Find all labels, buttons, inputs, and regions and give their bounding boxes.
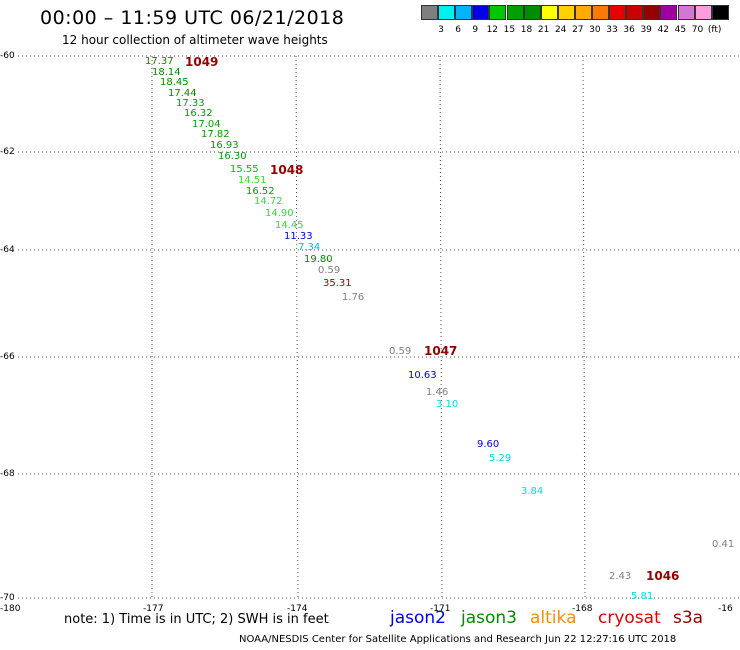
wave-height-value: 14.51 <box>238 175 267 186</box>
scale-swatch <box>489 5 507 20</box>
wave-height-value: 19.80 <box>304 254 333 265</box>
graticule <box>18 55 740 601</box>
wave-height-value: 5.81 <box>631 591 654 602</box>
wave-height-value: 15.55 <box>230 164 259 175</box>
wave-height-value: 5.29 <box>489 453 512 464</box>
wave-height-value: 0.59 <box>318 265 341 276</box>
wave-height-value: 16.93 <box>210 140 239 151</box>
wave-height-value: 3.84 <box>521 486 544 497</box>
pressure-value: 1047 <box>424 344 458 358</box>
scale-swatch <box>694 5 712 20</box>
scale-swatch <box>626 5 644 20</box>
scale-label: 12 <box>486 25 499 35</box>
grid-line <box>295 55 299 601</box>
scale-swatch <box>643 5 661 20</box>
wave-height-value: 16.32 <box>184 108 213 119</box>
scale-swatch <box>574 5 592 20</box>
wave-height-value: 17.33 <box>176 98 205 109</box>
wave-height-value: 3.10 <box>436 399 459 410</box>
wave-height-value: 10.63 <box>408 370 437 381</box>
scale-label: 39 <box>640 25 652 35</box>
wave-height-value: 11.33 <box>284 231 313 242</box>
scale-swatch <box>438 5 456 20</box>
wave-height-value: 9.60 <box>477 439 500 450</box>
legend-s3a: s3a <box>673 608 704 628</box>
scale-swatch <box>523 5 541 20</box>
footnote: note: 1) Time is in UTC; 2) SWH is in fe… <box>64 612 329 627</box>
wave-height-value: 35.31 <box>323 278 352 289</box>
longitude-label: -16 <box>718 604 733 614</box>
legend-jason2: jason2 <box>390 608 446 628</box>
scale-label: 3 <box>438 25 444 35</box>
scale-label: 42 <box>657 25 670 35</box>
latitude-label: -70 <box>0 593 15 603</box>
wave-height-value: 1.46 <box>426 387 449 398</box>
scale-swatch <box>660 5 678 20</box>
scale-swatch <box>677 5 695 20</box>
pressure-value: 1046 <box>646 569 680 583</box>
wave-height-value: 0.59 <box>389 346 412 357</box>
credit-line: NOAA/NESDIS Center for Satellite Applica… <box>239 634 677 645</box>
legend-altika: altika <box>530 608 577 628</box>
scale-label: 15 <box>503 25 516 35</box>
wave-height-value: 16.52 <box>246 186 275 197</box>
pressure-value: 1049 <box>185 55 219 69</box>
wave-height-value: 17.04 <box>192 119 221 130</box>
legend-cryosat: cryosat <box>598 608 661 628</box>
wave-height-value: 17.44 <box>168 88 197 99</box>
scale-label: 21 <box>537 25 550 35</box>
wave-height-value: 14.45 <box>275 220 304 231</box>
scale-label: 70 <box>691 25 704 35</box>
latitude-label: -62 <box>0 147 15 157</box>
scale-swatch <box>506 5 524 20</box>
wave-height-value: 18.14 <box>152 67 181 78</box>
scale-swatch <box>421 5 438 20</box>
scale-swatch <box>540 5 558 20</box>
scale-swatch <box>455 5 473 20</box>
wave-height-value: 1.76 <box>342 292 365 303</box>
wave-height-value: 17.37 <box>145 56 174 67</box>
longitude-label: -180 <box>0 604 21 614</box>
longitude-label: -168 <box>572 604 593 614</box>
grid-line <box>582 55 586 601</box>
longitude-label: -171 <box>430 604 451 614</box>
latitude-label: -60 <box>0 51 15 61</box>
legend-jason3: jason3 <box>461 608 517 628</box>
wave-height-value: 14.90 <box>265 208 294 219</box>
scale-label: 45 <box>674 25 687 35</box>
wave-height-value: 7.34 <box>298 242 321 253</box>
wave-height-value: 0.41 <box>712 539 735 550</box>
wave-height-value: 14.72 <box>254 196 283 207</box>
scale-label: 33 <box>606 25 618 35</box>
scale-label: 30 <box>589 25 601 35</box>
scale-swatch <box>609 5 627 20</box>
scale-label: 24 <box>554 25 567 35</box>
scale-swatch <box>472 5 490 20</box>
scale-label: 27 <box>572 25 584 35</box>
scale-swatch <box>557 5 575 20</box>
scale-label: 9 <box>472 25 479 35</box>
scale-label: (ft) <box>707 25 722 35</box>
latitude-label: -64 <box>0 245 15 255</box>
longitude-label: -177 <box>143 604 164 614</box>
latitude-label: -66 <box>0 352 15 362</box>
wave-height-value: 18.45 <box>160 77 189 88</box>
scale-swatch <box>592 5 609 20</box>
pressure-value: 1048 <box>270 163 304 177</box>
map-title: 00:00 – 11:59 UTC 06/21/2018 <box>40 7 345 29</box>
scale-label: 18 <box>520 25 533 35</box>
grid-line <box>439 55 443 601</box>
wave-height-value: 17.82 <box>201 129 230 140</box>
latitude-label: -68 <box>0 469 15 479</box>
longitude-label: -174 <box>287 604 308 614</box>
wave-height-value: 16.30 <box>218 151 247 162</box>
scale-swatch <box>711 5 729 20</box>
scale-label: 36 <box>623 25 635 35</box>
scale-label: 6 <box>455 25 461 35</box>
wave-height-value: 2.43 <box>609 571 632 582</box>
map-subtitle: 12 hour collection of altimeter wave hei… <box>62 33 328 47</box>
